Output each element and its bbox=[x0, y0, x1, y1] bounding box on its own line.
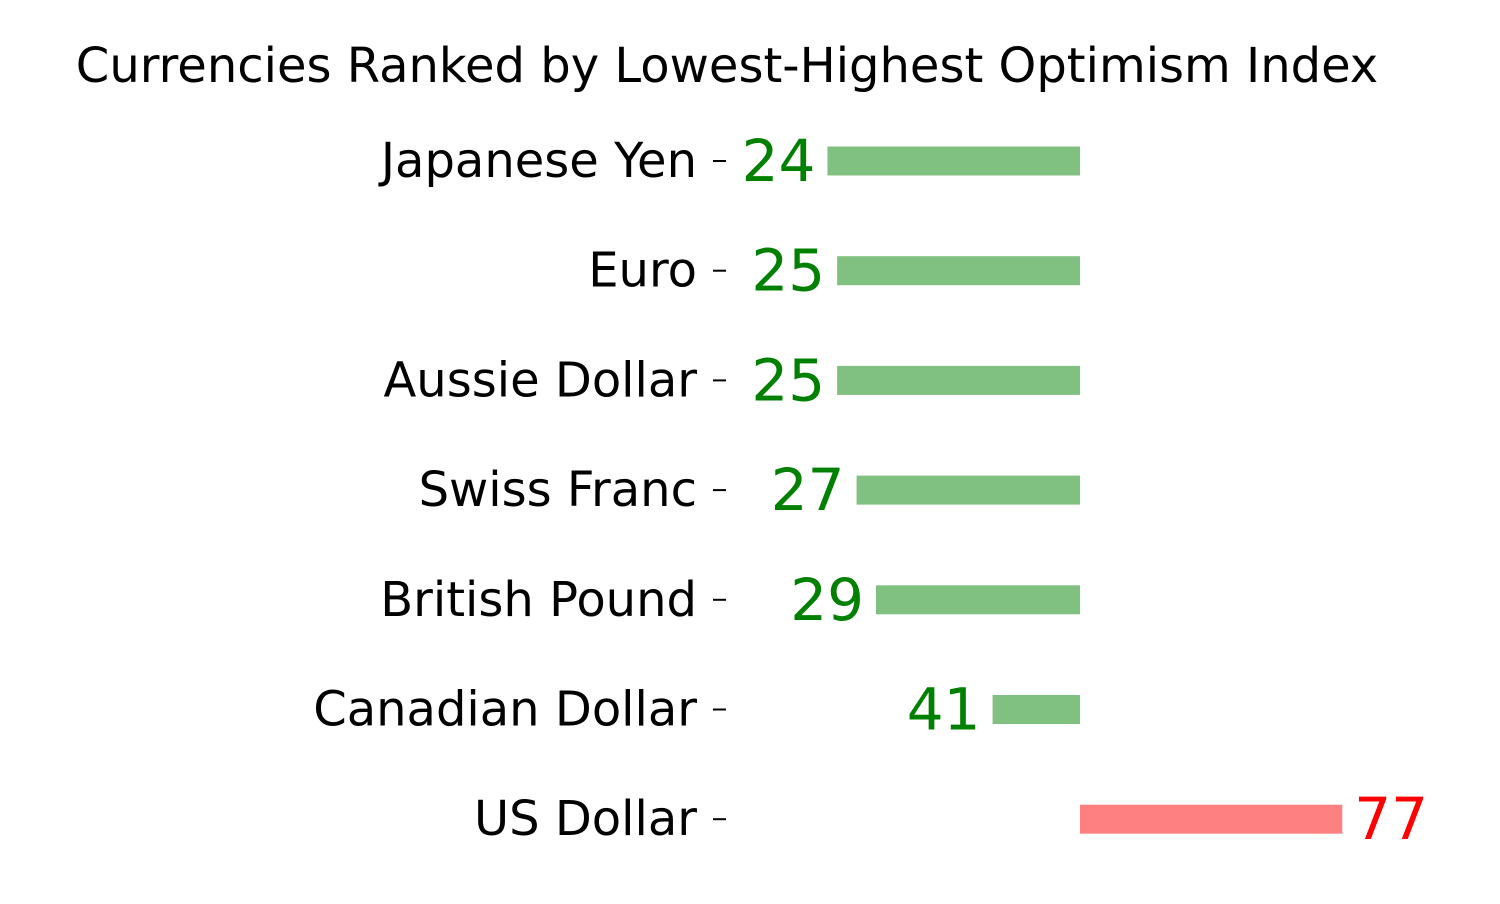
category-label: Swiss Franc bbox=[419, 462, 697, 518]
category-label: British Pound bbox=[380, 572, 697, 628]
bar-rows: Japanese Yen 24 Euro 25 Aussie Dollar 25 Swiss… bbox=[313, 127, 1428, 853]
bar bbox=[837, 365, 1080, 395]
bar bbox=[876, 585, 1080, 615]
bar bbox=[827, 146, 1080, 176]
category-label: Aussie Dollar bbox=[383, 352, 697, 408]
bar bbox=[856, 475, 1080, 505]
data-label: 25 bbox=[751, 346, 825, 414]
data-label: 27 bbox=[771, 456, 845, 524]
data-label: 24 bbox=[742, 127, 816, 195]
data-label: 29 bbox=[790, 566, 864, 634]
data-label: 41 bbox=[907, 676, 981, 744]
bar bbox=[1080, 804, 1343, 834]
bar bbox=[992, 695, 1080, 724]
category-label: Canadian Dollar bbox=[313, 682, 697, 738]
chart-title: Currencies Ranked by Lowest-Highest Opti… bbox=[76, 38, 1378, 94]
data-label: 77 bbox=[1354, 785, 1428, 853]
category-label: US Dollar bbox=[474, 791, 697, 847]
data-label: 25 bbox=[751, 237, 825, 305]
bar bbox=[837, 256, 1080, 286]
category-label: Euro bbox=[588, 243, 697, 299]
category-label: Japanese Yen bbox=[378, 133, 697, 189]
